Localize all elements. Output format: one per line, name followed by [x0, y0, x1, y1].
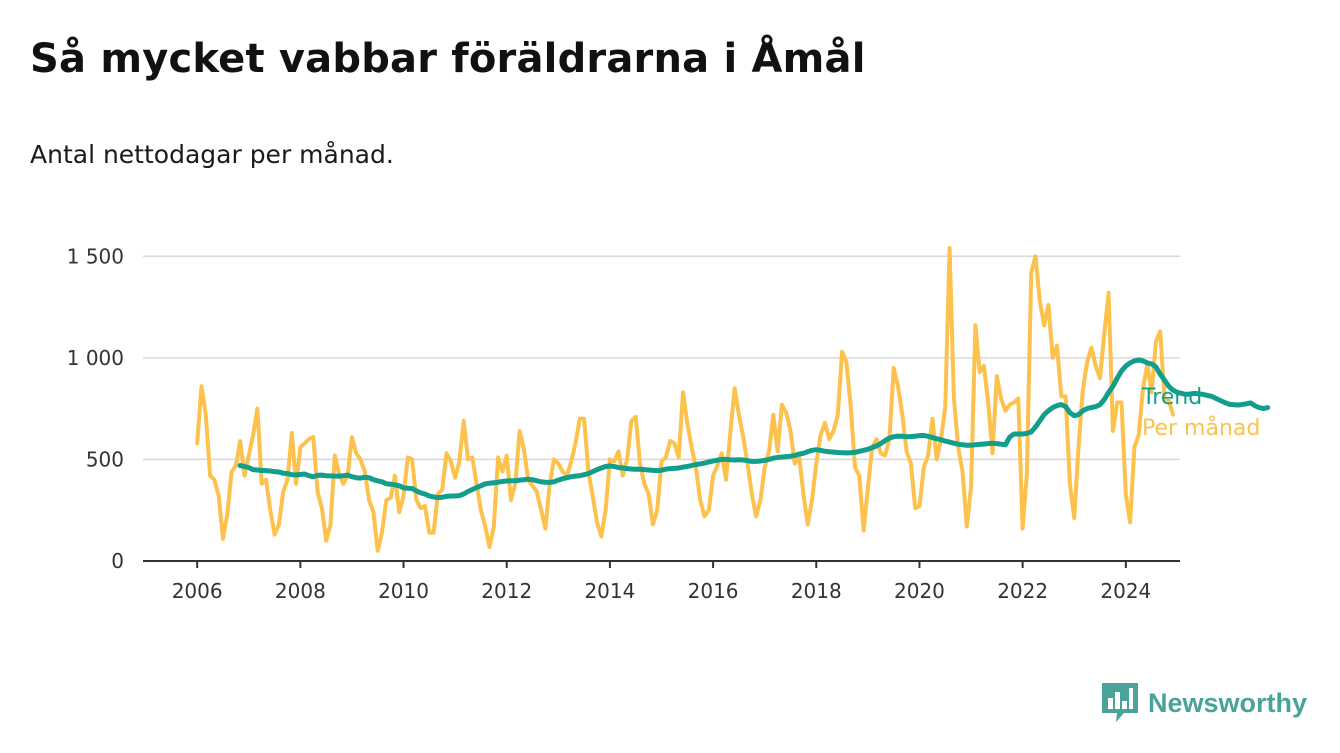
- x-tick-label: 2014: [584, 579, 635, 603]
- brand-logo: Newsworthy: [1102, 683, 1307, 723]
- bar-chart-speech-bubble-icon: [1102, 683, 1138, 722]
- x-tick-label: 2022: [997, 579, 1048, 603]
- series-line-per-m-nad: [195, 246, 1176, 553]
- series-label: Per månad: [1142, 415, 1260, 441]
- x-tick-label: 2010: [378, 579, 429, 603]
- chart-subtitle: Antal nettodagar per månad.: [30, 140, 394, 169]
- brand-name: Newsworthy: [1148, 687, 1308, 718]
- y-tick-label: 500: [86, 447, 124, 471]
- y-tick-label: 1 500: [67, 244, 124, 268]
- series-line-trend: [237, 357, 1271, 501]
- x-tick-label: 2016: [688, 579, 739, 603]
- x-tick-label: 2006: [172, 579, 223, 603]
- series-label: Trend: [1141, 385, 1202, 410]
- x-tick-label: 2008: [275, 579, 326, 603]
- x-tick-label: 2012: [481, 579, 532, 603]
- x-tick-label: 2020: [894, 579, 945, 603]
- y-tick-label: 1 000: [67, 346, 124, 370]
- x-tick-label: 2024: [1100, 579, 1151, 603]
- y-tick-label: 0: [111, 549, 124, 573]
- chart-title: Så mycket vabbar föräldrarna i Åmål: [30, 36, 866, 82]
- x-tick-label: 2018: [791, 579, 842, 603]
